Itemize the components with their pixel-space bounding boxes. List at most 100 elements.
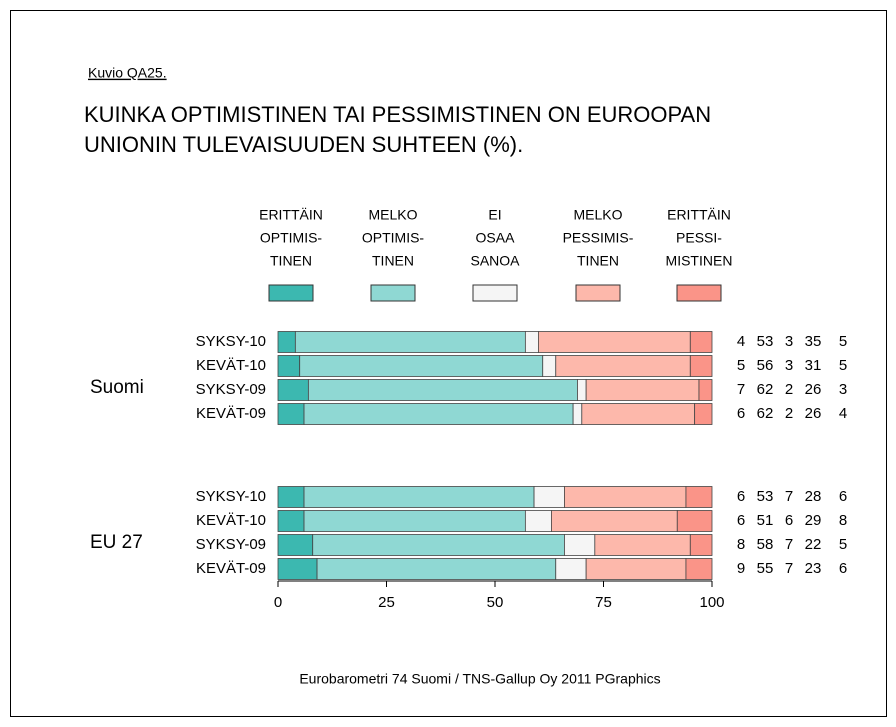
category-label: SYKSY-10: [196, 333, 266, 350]
bar-segment: [676, 510, 713, 532]
legend-label: PESSI-: [676, 230, 722, 246]
value-label: 5: [839, 333, 847, 350]
x-tick-label: 100: [699, 594, 724, 611]
bar-segment: [551, 510, 678, 532]
caption: Kuvio QA25.: [88, 65, 167, 81]
category-label: SYKSY-10: [196, 488, 266, 505]
value-label: 6: [839, 560, 847, 577]
value-label: 7: [785, 560, 793, 577]
category-label: KEVÄT-09: [196, 560, 266, 577]
legend-swatch: [472, 284, 518, 302]
value-label: 62: [757, 405, 774, 422]
bar-segment: [303, 403, 574, 425]
legend-label: EI: [488, 207, 501, 223]
bar-segment: [564, 486, 687, 508]
bar-segment: [577, 379, 587, 401]
value-label: 55: [757, 560, 774, 577]
value-label: 6: [737, 488, 745, 505]
value-label: 4: [839, 405, 847, 422]
bar-segment: [689, 331, 713, 353]
legend-label: OPTIMIS-: [362, 230, 425, 246]
bar-segment: [533, 486, 565, 508]
bar-segment: [694, 403, 713, 425]
bar-segment: [303, 510, 526, 532]
value-label: 26: [805, 405, 822, 422]
legend-label: OSAA: [476, 230, 516, 246]
bar-segment: [564, 534, 596, 556]
legend-swatch: [575, 284, 621, 302]
bar-segment: [299, 355, 544, 377]
bar-segment: [316, 558, 557, 580]
bar-segment: [307, 379, 578, 401]
bar-segment: [685, 486, 713, 508]
x-tick-label: 0: [274, 594, 282, 611]
bar-segment: [294, 331, 526, 353]
bar-segment: [277, 355, 301, 377]
value-label: 7: [737, 381, 745, 398]
value-label: 7: [785, 488, 793, 505]
bar-segment: [689, 355, 713, 377]
bar-segment: [594, 534, 691, 556]
category-label: KEVÄT-10: [196, 357, 266, 374]
value-label: 5: [737, 357, 745, 374]
value-label: 4: [737, 333, 745, 350]
value-label: 58: [757, 536, 774, 553]
bar-segment: [585, 558, 687, 580]
bar-segment: [303, 486, 535, 508]
value-label: 6: [737, 405, 745, 422]
value-label: 26: [805, 381, 822, 398]
bar-segment: [277, 510, 305, 532]
bar-segment: [277, 486, 305, 508]
value-label: 56: [757, 357, 774, 374]
value-label: 2: [785, 405, 793, 422]
group-label: Suomi: [90, 377, 144, 398]
legend-label: MELKO: [368, 207, 417, 223]
category-label: KEVÄT-10: [196, 512, 266, 529]
x-tick-label: 75: [595, 594, 612, 611]
bar-segment: [581, 403, 696, 425]
bar-segment: [585, 379, 700, 401]
value-label: 3: [785, 357, 793, 374]
bar-segment: [555, 355, 691, 377]
x-tick-label: 50: [487, 594, 504, 611]
legend-label: TINEN: [270, 253, 312, 269]
value-label: 35: [805, 333, 822, 350]
value-label: 53: [757, 333, 774, 350]
value-label: 8: [839, 512, 847, 529]
category-label: SYKSY-09: [196, 536, 266, 553]
value-label: 31: [805, 357, 822, 374]
bar-segment: [555, 558, 587, 580]
bar-segment: [277, 379, 309, 401]
legend-label: ERITTÄIN: [259, 207, 323, 223]
legend-swatch: [370, 284, 416, 302]
bar-segment: [698, 379, 713, 401]
value-label: 28: [805, 488, 822, 505]
value-label: 7: [785, 536, 793, 553]
value-label: 3: [785, 333, 793, 350]
value-label: 8: [737, 536, 745, 553]
bar-segment: [277, 558, 318, 580]
value-label: 6: [839, 488, 847, 505]
legend-label: SANOA: [470, 253, 520, 269]
value-label: 22: [805, 536, 822, 553]
bar-segment: [572, 403, 583, 425]
value-label: 51: [757, 512, 774, 529]
bar-segment: [312, 534, 565, 556]
legend-label: ERITTÄIN: [667, 207, 731, 223]
x-tick-label: 25: [378, 594, 395, 611]
value-label: 53: [757, 488, 774, 505]
value-label: 6: [785, 512, 793, 529]
legend-label: PESSIMIS-: [563, 230, 634, 246]
legend-label: TINEN: [372, 253, 414, 269]
frame: [10, 10, 887, 717]
value-label: 5: [839, 536, 847, 553]
bar-segment: [277, 331, 296, 353]
bar-segment: [685, 558, 713, 580]
legend-swatch: [268, 284, 314, 302]
bar-segment: [538, 331, 691, 353]
value-label: 29: [805, 512, 822, 529]
chart-title: KUINKA OPTIMISTINEN TAI PESSIMISTINEN ON…: [84, 102, 711, 127]
bar-segment: [542, 355, 557, 377]
